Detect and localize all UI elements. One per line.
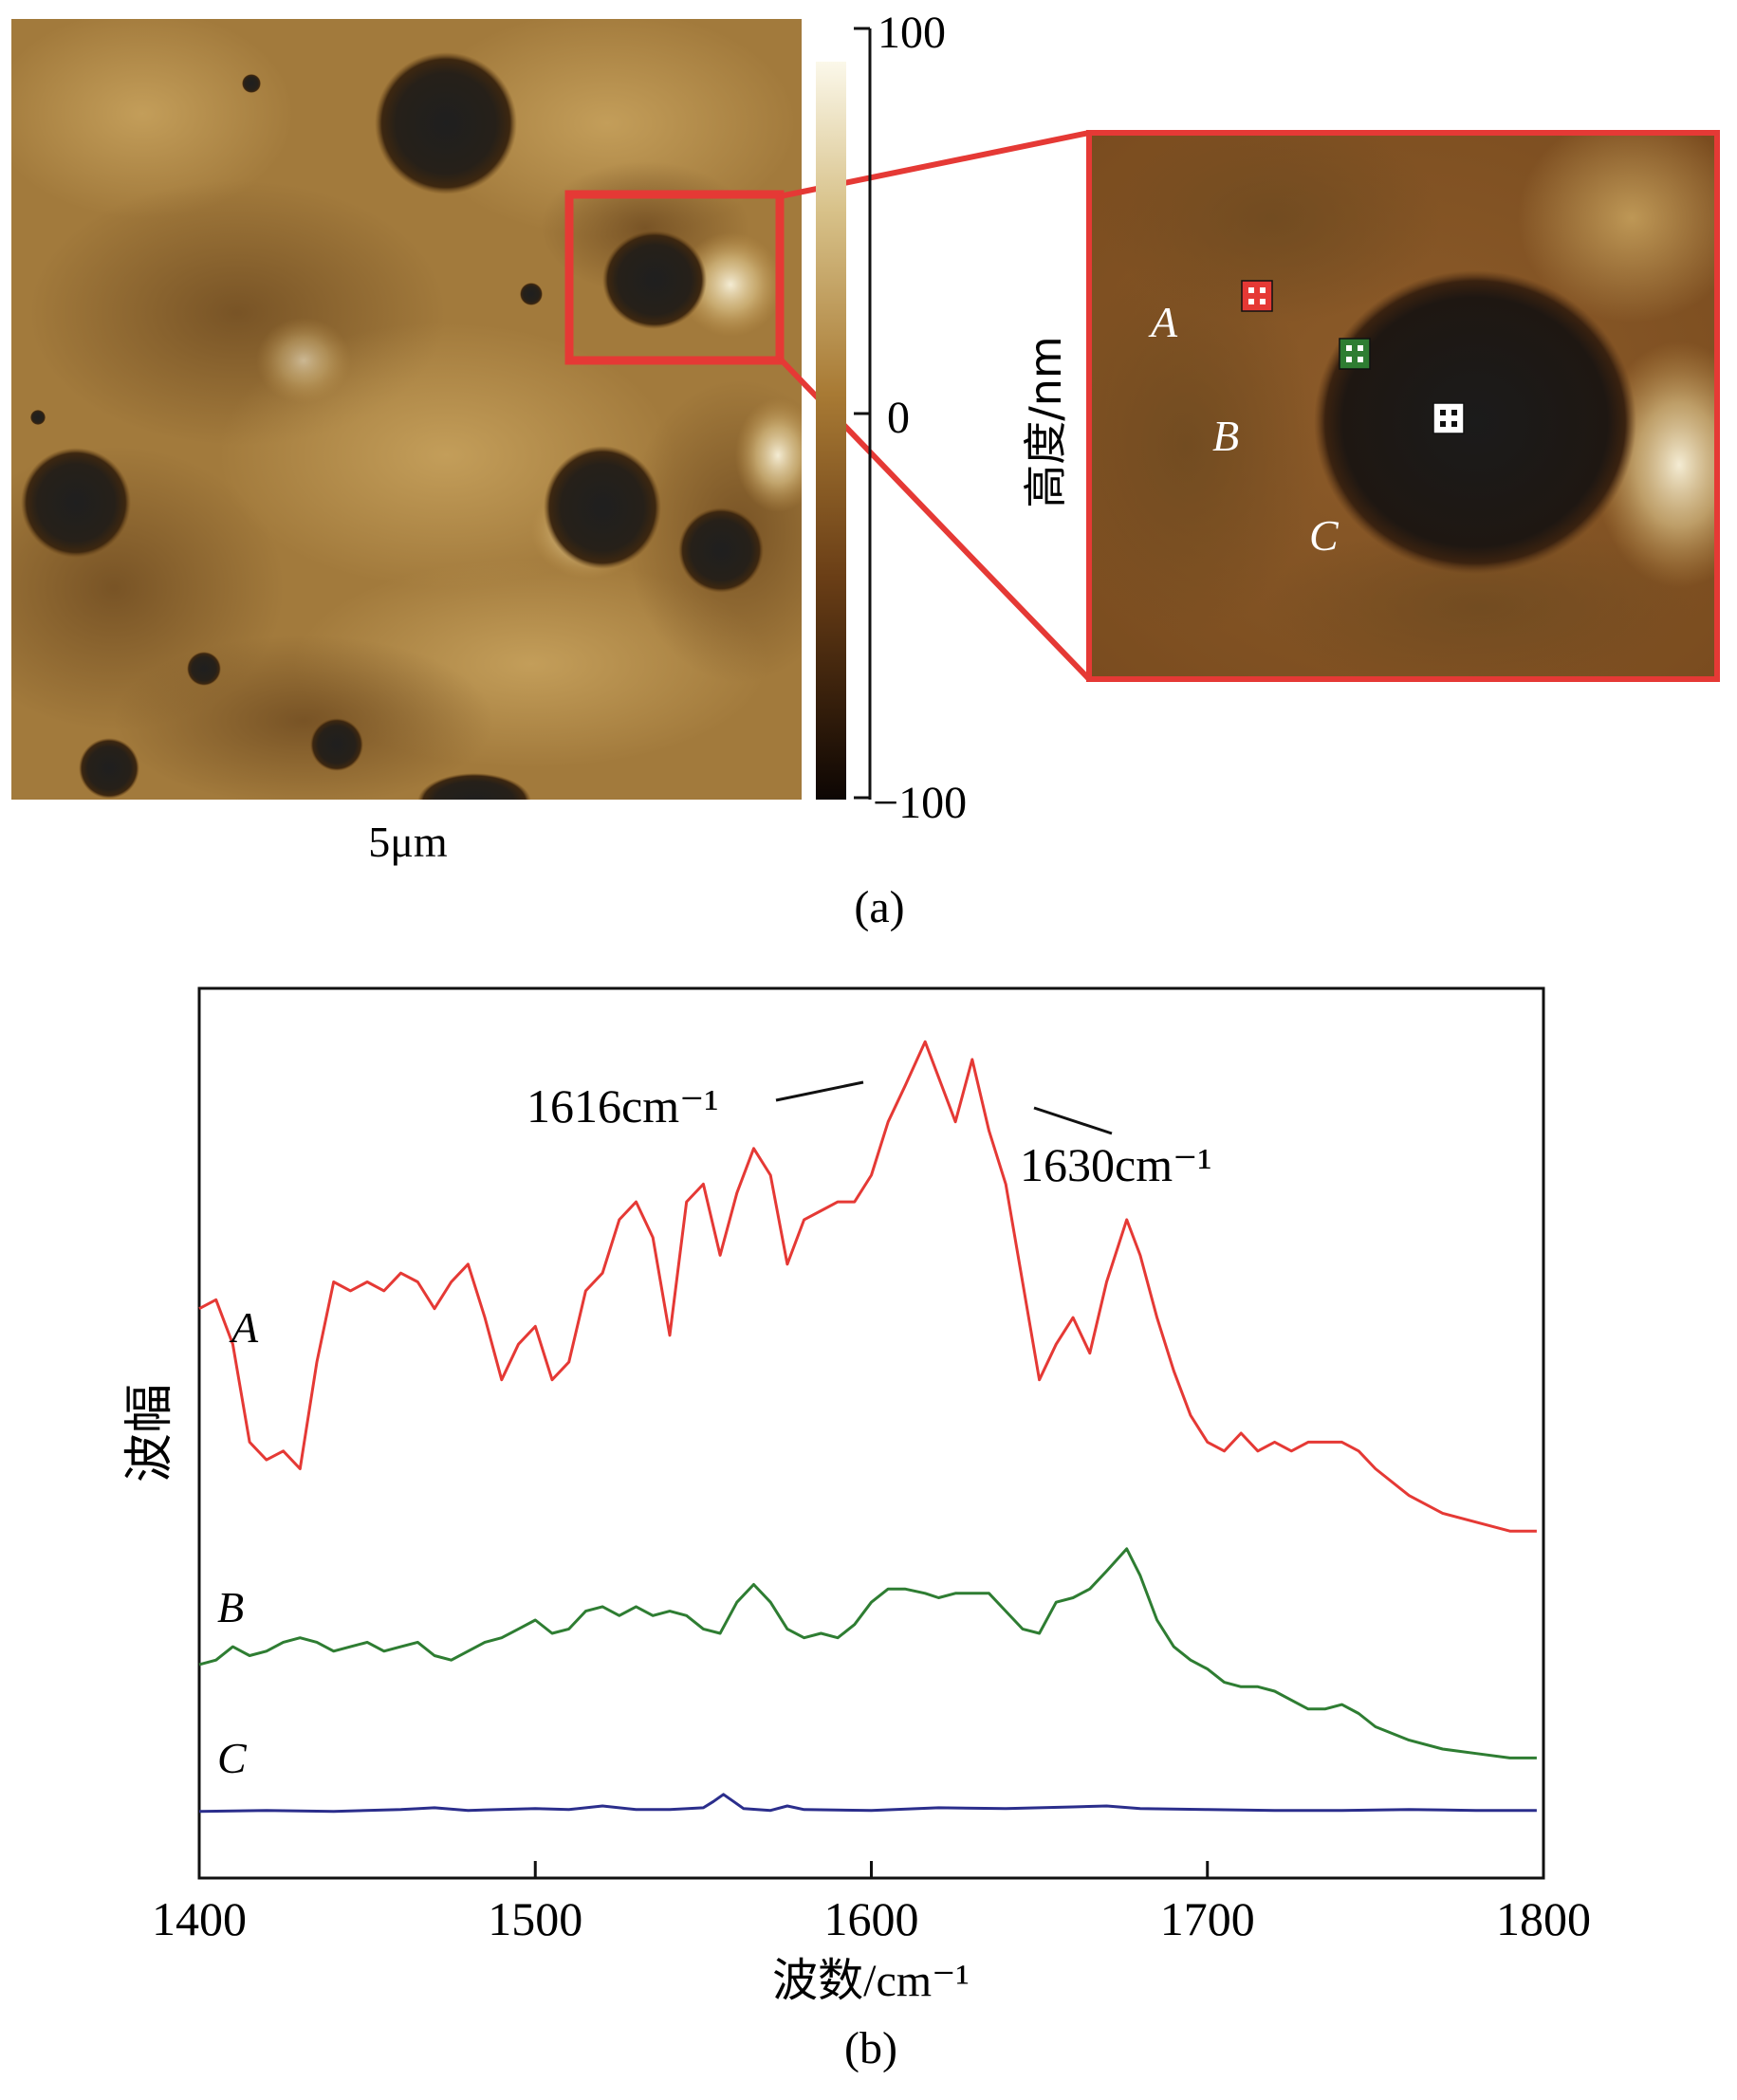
afm-inset-image [1086, 133, 1717, 679]
inset-marker-c [1432, 402, 1465, 434]
annotation-leader-1616 [775, 1080, 864, 1102]
series-label-c: C [217, 1734, 248, 1782]
panel-a-caption: (a) [854, 882, 904, 932]
inset-label-b: B [1212, 412, 1239, 460]
x-tick-label-1600: 1600 [824, 1892, 919, 1945]
inset-marker-b [1339, 338, 1371, 370]
y-axis-label: 波幅 [121, 1384, 178, 1483]
inset-label-a: A [1148, 298, 1178, 346]
spectra-series [198, 1040, 1537, 1814]
series-line-a [198, 1040, 1537, 1533]
zoom-region-box [564, 190, 785, 365]
series-line-b [198, 1547, 1537, 1759]
x-tick-label-1800: 1800 [1496, 1892, 1591, 1945]
x-axis-ticks: 1400 1500 1600 1700 1800 [152, 1861, 1591, 1945]
colorbar-mid-label: 0 [887, 393, 910, 443]
afm-height-image [11, 19, 802, 800]
x-tick-label-1400: 1400 [152, 1892, 247, 1945]
colorbar-min-label: −100 [873, 778, 967, 828]
x-tick-label-1700: 1700 [1160, 1892, 1255, 1945]
colorbar-max-label: 100 [878, 8, 946, 58]
x-axis-label: 波数/cm⁻¹ [772, 1956, 970, 2006]
colorbar [816, 62, 846, 800]
series-line-c [198, 1793, 1537, 1814]
series-label-a: A [229, 1303, 259, 1352]
x-tick-label-1500: 1500 [488, 1892, 582, 1945]
scale-bar-label: 5μm [368, 818, 448, 866]
colorbar-axis-label: 高度/nm [1020, 336, 1071, 507]
plot-frame [197, 986, 1545, 1880]
annotation-leader-1630 [1033, 1106, 1113, 1135]
inset-label-c: C [1309, 511, 1340, 560]
annotation-label-1616: 1616cm⁻¹ [527, 1079, 718, 1133]
annotation-label-1630: 1630cm⁻¹ [1020, 1138, 1211, 1191]
panel-b-caption: (b) [844, 2023, 897, 2073]
peak-annotations: 1616cm⁻¹ 1630cm⁻¹ [527, 1079, 1211, 1191]
inset-marker-a [1241, 280, 1273, 312]
series-label-b: B [217, 1583, 244, 1631]
inset-point-markers [1241, 280, 1465, 434]
inset-frame [1086, 130, 1720, 682]
